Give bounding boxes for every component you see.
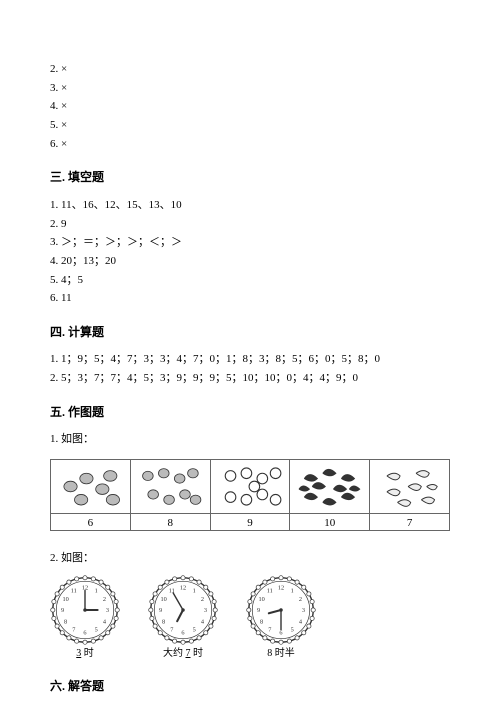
svg-text:6: 6 — [181, 630, 184, 637]
figure-cell: 8 — [131, 460, 211, 530]
svg-text:2: 2 — [201, 596, 204, 603]
clock-label: 8 时半 — [246, 645, 316, 662]
svg-text:11: 11 — [71, 588, 77, 595]
figure-cell: 7 — [370, 460, 450, 530]
clock-box: 123456789101112 8 时半 — [246, 575, 316, 662]
svg-text:5: 5 — [291, 627, 294, 634]
animals-icon — [131, 460, 210, 513]
svg-text:1: 1 — [291, 588, 294, 595]
answer-line: 3. ＞；＝；＞；＞；＜；＞ — [50, 233, 450, 252]
svg-text:9: 9 — [61, 608, 64, 615]
figure-cell: 9 — [211, 460, 291, 530]
figure-cell: 10 — [290, 460, 370, 530]
section4-title: 四. 计算题 — [50, 322, 450, 342]
counting-figure-table: 6 8 9 10 7 — [50, 459, 450, 531]
answer-line: 4. 20；13；20 — [50, 252, 450, 271]
answer-line: 5. 4；5 — [50, 271, 450, 290]
svg-text:11: 11 — [267, 588, 273, 595]
answer-line: 3. × — [50, 79, 450, 98]
section2-answers: 2. × 3. × 4. × 5. × 6. × — [50, 60, 450, 153]
svg-text:2: 2 — [103, 596, 106, 603]
svg-text:1: 1 — [193, 588, 196, 595]
svg-text:8: 8 — [162, 619, 165, 626]
figure-graphic — [370, 460, 449, 514]
section5-title: 五. 作图题 — [50, 402, 450, 422]
svg-text:10: 10 — [160, 596, 166, 603]
svg-text:5: 5 — [193, 627, 196, 634]
figure-count: 9 — [211, 514, 290, 530]
svg-text:9: 9 — [159, 608, 162, 615]
svg-text:3: 3 — [204, 608, 207, 615]
svg-text:3: 3 — [106, 608, 109, 615]
answer-line: 1. 11、16、12、15、13、10 — [50, 196, 450, 215]
figure-graphic — [131, 460, 210, 514]
section3-title: 三. 填空题 — [50, 167, 450, 187]
figure-count: 10 — [290, 514, 369, 530]
svg-text:12: 12 — [180, 585, 186, 592]
figure-count: 6 — [51, 514, 130, 530]
answer-line: 4. × — [50, 97, 450, 116]
clocks-row: 123456789101112 3 时 123456789101112 大约 7… — [50, 575, 450, 662]
svg-text:6: 6 — [83, 630, 86, 637]
figure-count: 8 — [131, 514, 210, 530]
answer-line: 2. 5；3；7；7；4；5；3；9；9；9；5；10；10；0；4；4；9；0 — [50, 369, 450, 388]
animals-icon — [51, 460, 130, 513]
svg-text:12: 12 — [278, 585, 284, 592]
figure-count: 7 — [370, 514, 449, 530]
clock-face-icon: 123456789101112 — [148, 575, 218, 645]
clock-box: 123456789101112 3 时 — [50, 575, 120, 662]
svg-text:8: 8 — [260, 619, 263, 626]
figure-cell: 6 — [51, 460, 131, 530]
clock-face-icon: 123456789101112 — [246, 575, 316, 645]
answer-line: 5. × — [50, 116, 450, 135]
svg-text:7: 7 — [72, 627, 75, 634]
clock-label: 大约 7 时 — [148, 645, 218, 662]
svg-text:1: 1 — [95, 588, 98, 595]
q2-label: 2. 如图： — [50, 549, 450, 568]
section3-answers: 1. 11、16、12、15、13、10 2. 9 3. ＞；＝；＞；＞；＜；＞… — [50, 196, 450, 308]
section4-answers: 1. 1；9；5；4；7；3；3；4；7；0；1；8；3；8；5；6；0；5；8… — [50, 350, 450, 387]
section6-title: 六. 解答题 — [50, 676, 450, 696]
clock-label: 3 时 — [50, 645, 120, 662]
figure-graphic — [211, 460, 290, 514]
answer-line: 6. × — [50, 135, 450, 154]
figure-graphic — [51, 460, 130, 514]
birds-icon — [290, 460, 369, 513]
svg-text:7: 7 — [268, 627, 271, 634]
clock-box: 123456789101112 大约 7 时 — [148, 575, 218, 662]
svg-text:10: 10 — [62, 596, 68, 603]
answer-line: 2. × — [50, 60, 450, 79]
svg-text:8: 8 — [64, 619, 67, 626]
svg-text:9: 9 — [257, 608, 260, 615]
figure-graphic — [290, 460, 369, 514]
svg-text:2: 2 — [299, 596, 302, 603]
svg-text:10: 10 — [258, 596, 264, 603]
svg-text:5: 5 — [95, 627, 98, 634]
answer-line: 1. 1；9；5；4；7；3；3；4；7；0；1；8；3；8；5；6；0；5；8… — [50, 350, 450, 369]
answer-line: 2. 9 — [50, 215, 450, 234]
chicks-icon — [211, 460, 290, 513]
answer-line: 6. 11 — [50, 289, 450, 308]
svg-text:3: 3 — [302, 608, 305, 615]
svg-text:6: 6 — [279, 630, 282, 637]
geese-icon — [370, 460, 449, 513]
q1-label: 1. 如图： — [50, 430, 450, 449]
svg-text:7: 7 — [170, 627, 173, 634]
clock-face-icon: 123456789101112 — [50, 575, 120, 645]
